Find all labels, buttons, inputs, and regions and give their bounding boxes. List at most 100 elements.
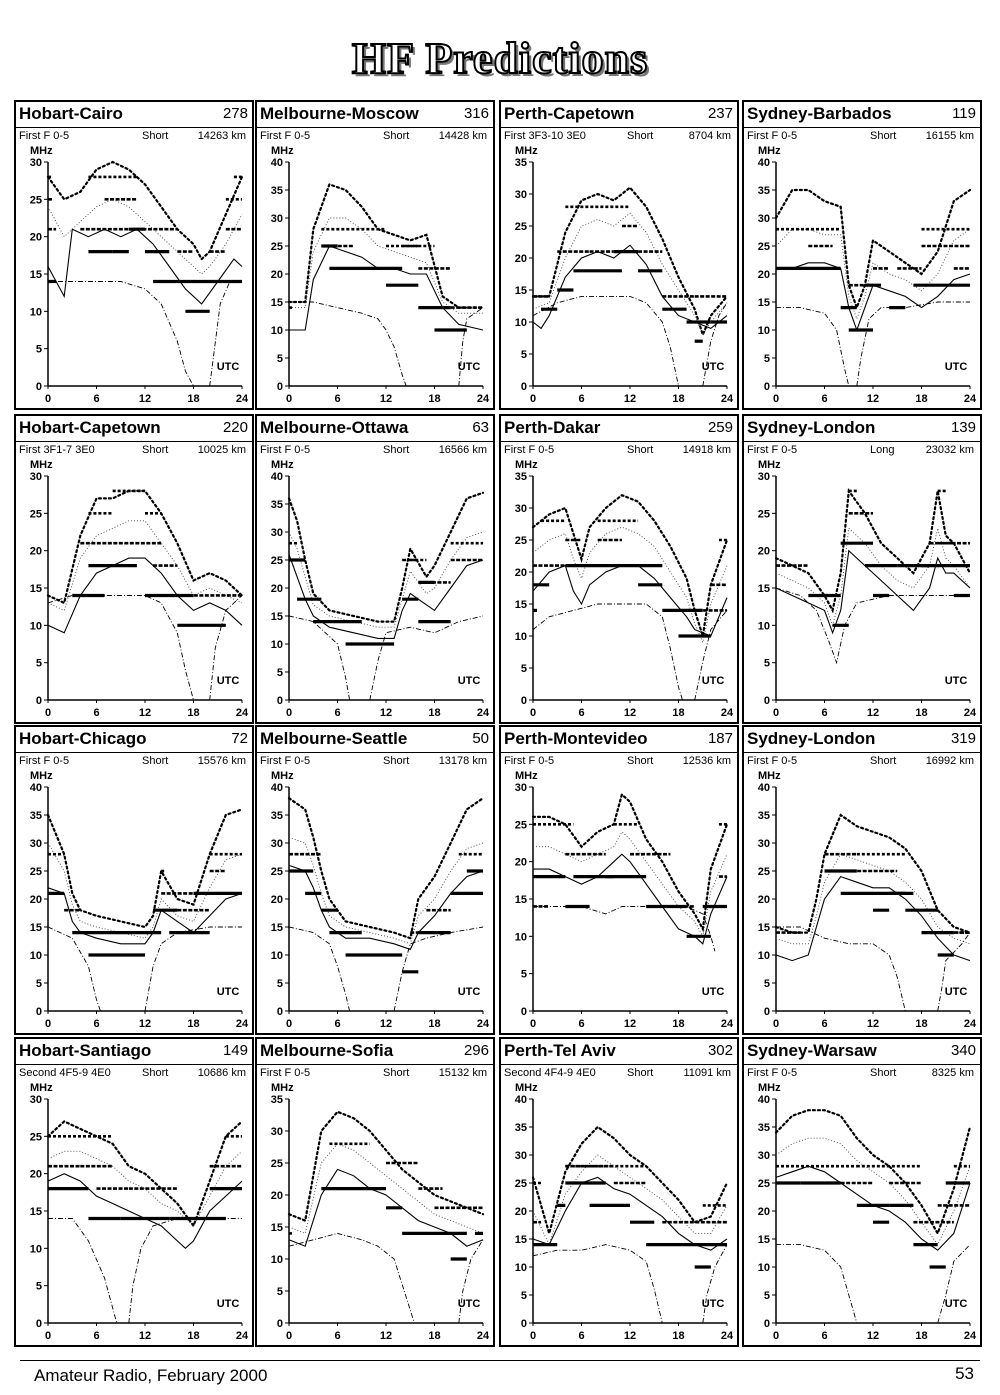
x-tick-label: 12 bbox=[624, 393, 636, 405]
chart-panel: Sydney-Barbados 119 First F 0-5 Short 16155 … bbox=[742, 100, 982, 410]
x-tick-label: 0 bbox=[773, 707, 779, 719]
y-tick-label: 25 bbox=[271, 555, 283, 567]
series-line-dotted-fine bbox=[288, 1143, 484, 1235]
y-tick-label: 40 bbox=[271, 471, 283, 483]
x-tick-label: 18 bbox=[672, 393, 684, 405]
chart-distance: 10025 km bbox=[197, 444, 246, 456]
y-tick-label: 10 bbox=[515, 317, 527, 329]
x-tick-label: 24 bbox=[477, 1330, 490, 1342]
y-tick-label: 15 bbox=[30, 583, 42, 595]
y-tick-label: 15 bbox=[515, 1234, 527, 1246]
y-tick-label: 0 bbox=[277, 1318, 283, 1330]
chart-svg: MHz 0 5 10 15 20 25 30 35 40 0 6 12 18 24 UTC bbox=[271, 459, 490, 719]
series-line-dashdot bbox=[48, 281, 194, 387]
chart-title: Hobart-Capetown bbox=[19, 418, 161, 437]
x-tick-label: 0 bbox=[530, 1018, 536, 1030]
chart-title: Sydney-Warsaw bbox=[747, 1041, 877, 1060]
y-axis-label: MHz bbox=[30, 459, 53, 471]
series-line-dotted-fine bbox=[289, 217, 483, 314]
y-tick-label: 15 bbox=[758, 922, 770, 934]
y-tick-label: 25 bbox=[758, 241, 770, 253]
chart-panel: Melbourne-Ottawa 63 First F 0-5 Short 16566 … bbox=[255, 414, 495, 724]
x-tick-label: 18 bbox=[428, 393, 440, 405]
chart-panel: Perth-Tel Aviv 302 Second 4F4-9 4E0 Short 11… bbox=[499, 1037, 739, 1347]
y-tick-label: 5 bbox=[277, 978, 283, 990]
y-tick-label: 5 bbox=[521, 1290, 527, 1302]
y-tick-label: 30 bbox=[758, 471, 770, 483]
chart-distance: 8325 km bbox=[931, 1067, 974, 1079]
series-line-dashdot bbox=[532, 1244, 663, 1324]
y-tick-label: 20 bbox=[271, 583, 283, 595]
chart-header-divider bbox=[501, 127, 737, 128]
chart-mode: First F 0-5 bbox=[747, 130, 798, 142]
x-tick-label: 0 bbox=[45, 1018, 51, 1030]
chart-number: 278 bbox=[222, 105, 248, 122]
y-tick-label: 20 bbox=[30, 546, 42, 558]
chart-panel: Hobart-Chicago 72 First F 0-5 Short 15576 km… bbox=[14, 725, 254, 1035]
series-line-dotted-fine bbox=[47, 520, 243, 612]
x-tick-label: 6 bbox=[578, 393, 584, 405]
chart-header-divider bbox=[257, 127, 493, 128]
x-tick-label: 12 bbox=[624, 707, 636, 719]
series-line-solid bbox=[775, 1165, 971, 1251]
chart-number: 296 bbox=[463, 1042, 489, 1059]
chart-panel: Perth-Capetown 237 First 3F3-10 3E0 Short 87… bbox=[499, 100, 739, 410]
chart-svg: MHz 0 5 10 15 20 25 30 35 0 6 12 18 24 UTC bbox=[515, 145, 734, 405]
x-tick-label: 0 bbox=[773, 393, 779, 405]
x-axis-label: UTC bbox=[702, 361, 725, 373]
y-tick-label: 20 bbox=[30, 894, 42, 906]
y-tick-label: 15 bbox=[30, 269, 42, 281]
x-tick-label: 18 bbox=[428, 1330, 440, 1342]
chart-distance: 14263 km bbox=[197, 130, 246, 142]
chart-distance: 23032 km bbox=[925, 444, 974, 456]
chart-svg: MHz 0 5 10 15 20 25 30 0 6 12 18 24 UTC bbox=[30, 459, 249, 719]
chart-mode: First F 0-5 bbox=[19, 755, 70, 767]
y-tick-label: 5 bbox=[277, 353, 283, 365]
y-tick-label: 25 bbox=[515, 1178, 527, 1190]
chart-mode: First F 0-5 bbox=[747, 755, 798, 767]
chart-title: Perth-Capetown bbox=[504, 104, 635, 123]
y-tick-label: 10 bbox=[758, 1262, 770, 1274]
page-title: HF Predictions bbox=[351, 33, 649, 84]
x-tick-label: 18 bbox=[915, 1018, 927, 1030]
chart-mode: First F 0-5 bbox=[19, 130, 70, 142]
chart-svg: MHz 0 5 10 15 20 25 30 35 0 6 12 18 24 UTC bbox=[271, 1082, 490, 1342]
x-tick-label: 24 bbox=[477, 1018, 490, 1030]
y-tick-label: 0 bbox=[521, 695, 527, 707]
chart-mode: First F 0-5 bbox=[747, 1067, 798, 1079]
y-tick-label: 0 bbox=[764, 381, 770, 393]
y-tick-label: 15 bbox=[515, 894, 527, 906]
chart-number: 237 bbox=[707, 105, 733, 122]
y-tick-label: 30 bbox=[30, 471, 42, 483]
y-axis-label: MHz bbox=[758, 459, 781, 471]
y-tick-label: 5 bbox=[521, 969, 527, 981]
series-line-dashdot bbox=[369, 615, 484, 701]
chart-svg: MHz 0 5 10 15 20 25 30 35 40 0 6 12 18 24 UTC bbox=[30, 770, 249, 1030]
y-tick-label: 30 bbox=[758, 213, 770, 225]
series-line-dashdot bbox=[393, 926, 484, 1012]
y-tick-label: 0 bbox=[764, 695, 770, 707]
y-tick-label: 35 bbox=[515, 1122, 527, 1134]
y-axis-label: MHz bbox=[515, 770, 538, 782]
series-line-dashdot bbox=[47, 595, 194, 701]
x-tick-label: 18 bbox=[672, 1330, 684, 1342]
x-tick-label: 18 bbox=[915, 707, 927, 719]
chart-svg: MHz 0 5 10 15 20 25 30 0 6 12 18 24 UTC bbox=[515, 770, 734, 1030]
series-line-dashdot bbox=[702, 302, 728, 387]
x-tick-label: 12 bbox=[139, 707, 151, 719]
chart-distance: 12536 km bbox=[682, 755, 731, 767]
y-tick-label: 30 bbox=[515, 782, 527, 794]
series-line-dotted-bold bbox=[774, 1109, 972, 1237]
y-tick-label: 40 bbox=[758, 157, 770, 169]
x-tick-label: 6 bbox=[93, 707, 99, 719]
x-tick-label: 24 bbox=[477, 393, 490, 405]
x-axis-label: UTC bbox=[217, 1298, 240, 1310]
x-tick-label: 12 bbox=[380, 1330, 392, 1342]
series-line-dashdot bbox=[775, 587, 970, 665]
x-tick-label: 12 bbox=[380, 393, 392, 405]
x-tick-label: 18 bbox=[187, 707, 199, 719]
y-tick-label: 10 bbox=[271, 1254, 283, 1266]
chart-panel: Sydney-London 139 First F 0-5 Long 23032 km M… bbox=[742, 414, 982, 724]
y-tick-label: 0 bbox=[277, 381, 283, 393]
y-axis-label: MHz bbox=[271, 145, 294, 157]
